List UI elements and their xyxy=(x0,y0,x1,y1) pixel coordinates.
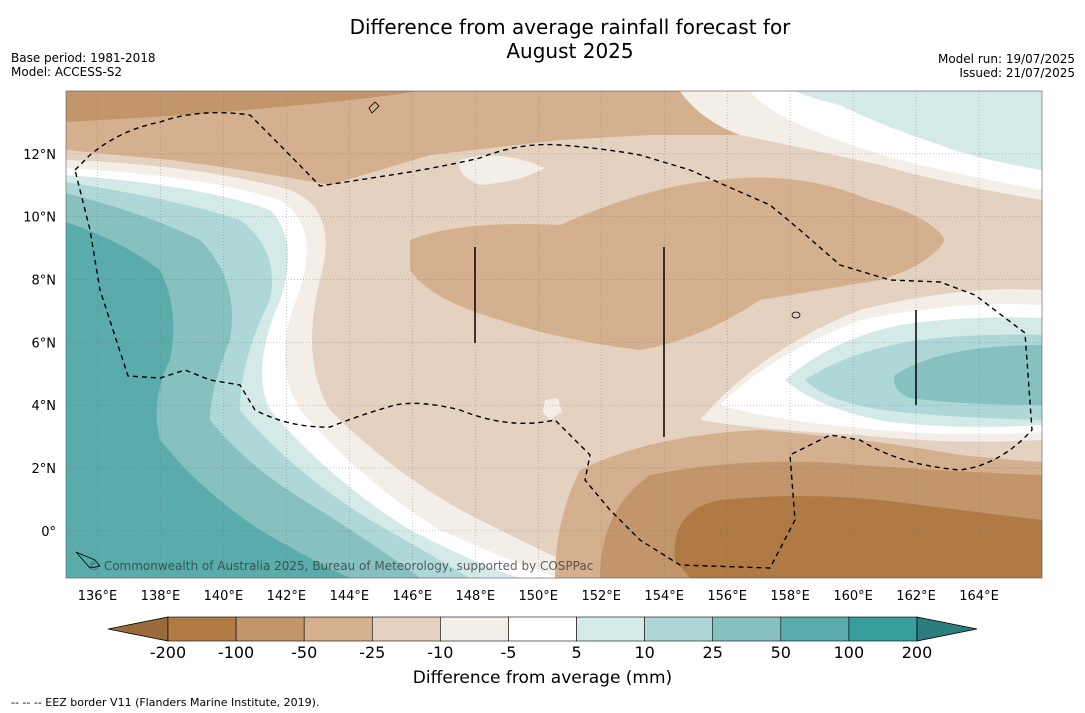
x-tick-label: 160°E xyxy=(833,589,873,604)
colorbar-tick-label: 10 xyxy=(634,643,654,662)
x-tick-label: 148°E xyxy=(456,589,496,604)
y-tick-label: 12°N xyxy=(23,148,56,163)
y-tick-label: 10°N xyxy=(23,211,56,226)
anomaly-blob-4n xyxy=(543,398,562,420)
x-tick-label: 146°E xyxy=(393,589,433,604)
anomaly-area-plus50-east xyxy=(894,345,1042,405)
island-small-1 xyxy=(368,101,380,114)
colorbar-tick-label: 25 xyxy=(703,643,723,662)
eez-border xyxy=(74,111,1033,569)
anomaly-area-minus200-south xyxy=(674,496,1042,578)
map-title-line2: August 2025 xyxy=(506,39,634,63)
map-title-line1: Difference from average rainfall forecas… xyxy=(349,15,791,39)
x-tick-label: 156°E xyxy=(707,589,747,604)
issued-text: Issued: 21/07/2025 xyxy=(959,66,1075,80)
colorbar-segment xyxy=(235,616,305,642)
colorbar: -200 -100 -50 -25 -10 -5 5 10 25 50 100 200 xyxy=(107,616,978,662)
colorbar-segment xyxy=(712,616,782,642)
model-text: Model: ACCESS-S2 xyxy=(11,65,123,79)
colorbar-segment xyxy=(371,616,441,642)
base-period-text: Base period: 1981-2018 xyxy=(11,51,156,65)
colorbar-tick-label: -100 xyxy=(218,643,254,662)
colorbar-segment xyxy=(576,616,645,642)
x-tick-label: 136°E xyxy=(78,589,118,604)
colorbar-tick-label: 100 xyxy=(834,643,865,662)
colorbar-title: Difference from average (mm) xyxy=(412,668,673,688)
anomaly-area-minus50-top xyxy=(66,91,740,185)
x-tick-label: 154°E xyxy=(644,589,684,604)
x-tick-label: 140°E xyxy=(204,589,244,604)
x-tick-label: 150°E xyxy=(518,589,558,604)
anomaly-blob-small xyxy=(459,155,545,185)
anomaly-area-minus100-top xyxy=(66,91,420,122)
y-tick-label: 8°N xyxy=(32,274,57,289)
colorbar-tick-label: -50 xyxy=(291,643,317,662)
copyright-text: © Commonwealth of Australia 2025, Bureau… xyxy=(88,559,593,573)
y-tick-label: 4°N xyxy=(32,399,57,414)
x-tick-label: 138°E xyxy=(141,589,181,604)
x-tick-label: 162°E xyxy=(896,589,936,604)
colorbar-tick-label: 5 xyxy=(571,643,581,662)
x-tick-label: 144°E xyxy=(330,589,370,604)
graticule xyxy=(66,91,1042,578)
y-tick-label: 2°N xyxy=(32,462,57,477)
colorbar-extend-low xyxy=(107,616,169,642)
island-small-3 xyxy=(75,551,101,569)
colorbar-tick-label: -10 xyxy=(427,643,453,662)
anomaly-area-plus100-west xyxy=(66,222,350,578)
colorbar-segment xyxy=(440,616,509,642)
colorbar-segment xyxy=(780,616,850,642)
anomaly-area-minus50-central xyxy=(410,177,945,350)
colorbar-segment xyxy=(167,616,237,642)
model-run-text: Model run: 19/07/2025 xyxy=(937,52,1075,66)
colorbar-tick-label: -200 xyxy=(150,643,186,662)
y-tick-label: 6°N xyxy=(32,336,57,351)
x-tick-label: 164°E xyxy=(959,589,999,604)
colorbar-extend-high xyxy=(916,616,978,642)
anomaly-area-plus10-ne xyxy=(795,91,1042,170)
rainfall-anomaly-field xyxy=(66,91,1042,578)
x-axis-ticks: 136°E 138°E 140°E 142°E 144°E 146°E 148°E 150°E… xyxy=(78,589,999,604)
colorbar-segment xyxy=(508,616,577,642)
colorbar-tick-label: -25 xyxy=(359,643,385,662)
colorbar-tick-label: -5 xyxy=(500,643,516,662)
y-tick-label: 0° xyxy=(41,525,56,540)
eez-footnote: -- -- -- EEZ border V11 (Flanders Marine… xyxy=(11,696,320,709)
colorbar-segment xyxy=(303,616,373,642)
island-small-2 xyxy=(791,311,801,319)
colorbar-segment xyxy=(848,616,918,642)
map-frame xyxy=(65,90,1043,579)
x-tick-label: 152°E xyxy=(581,589,621,604)
colorbar-tick-label: 50 xyxy=(771,643,791,662)
colorbar-segment xyxy=(644,616,714,642)
colorbar-tick-label: 200 xyxy=(902,643,933,662)
x-tick-label: 142°E xyxy=(267,589,307,604)
x-tick-label: 158°E xyxy=(770,589,810,604)
y-axis-ticks: 12°N 10°N 8°N 6°N 4°N 2°N 0° xyxy=(23,148,56,540)
